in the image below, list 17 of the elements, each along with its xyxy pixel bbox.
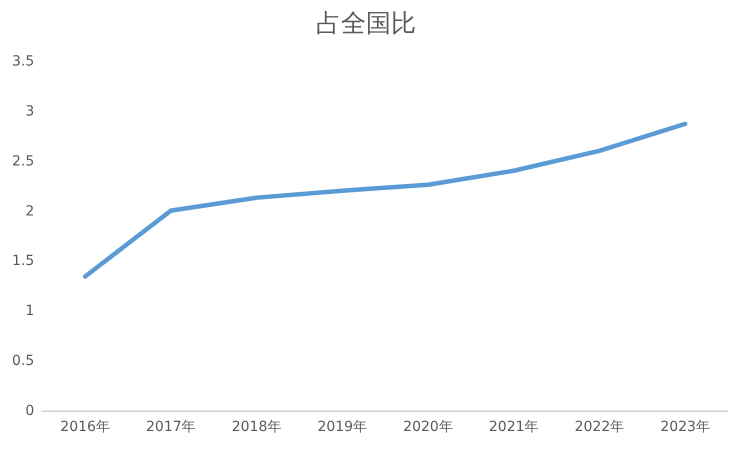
x-tick-label: 2018年: [232, 419, 282, 436]
x-tick-label: 2017年: [146, 419, 196, 436]
y-tick-label: 3: [25, 104, 34, 120]
x-tick-label: 2022年: [574, 419, 624, 436]
x-tick-label: 2020年: [403, 419, 453, 436]
x-tick-label: 2021年: [488, 419, 539, 436]
y-tick-label: 0: [25, 402, 34, 419]
y-tick-label: 1: [25, 303, 34, 320]
chart-title: 占全国比: [316, 8, 416, 38]
y-tick-label: 2.5: [12, 153, 34, 170]
y-tick-label: 3.5: [12, 54, 34, 70]
y-tick-label: 1.5: [12, 253, 34, 270]
x-tick-label: 2019年: [317, 419, 368, 436]
y-tick-label: 0.5: [12, 352, 34, 369]
y-tick-label: 2: [25, 203, 34, 220]
x-tick-label: 2016年: [60, 419, 110, 436]
x-tick-label: 2023年: [660, 419, 710, 436]
